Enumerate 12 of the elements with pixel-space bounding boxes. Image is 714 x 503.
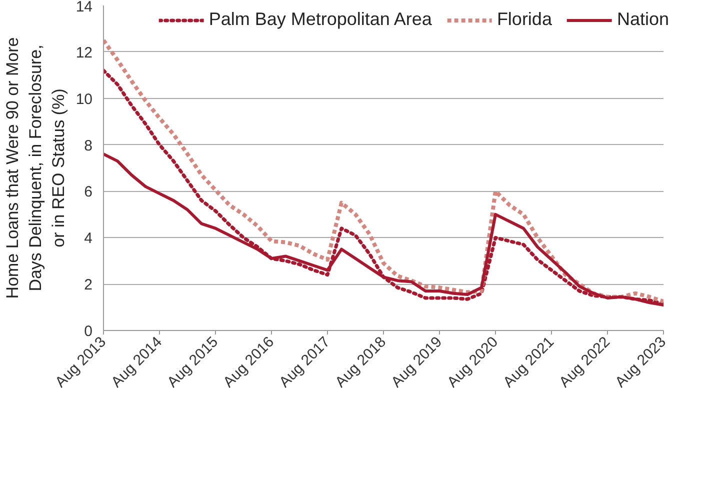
legend-label: Florida — [496, 9, 552, 30]
y-tick-label: 14 — [76, 0, 93, 16]
legend-label: Palm Bay Metropolitan Area — [208, 9, 432, 30]
legend-label: Nation — [616, 9, 669, 30]
y-tick-label: 4 — [84, 230, 92, 248]
y-axis-title: Home Loans that Were 90 or More Days Delinquent, in Foreclosure, or in REO Status (%) — [3, 37, 68, 299]
y-tick-label: 6 — [84, 184, 92, 201]
y-tick-label: 0 — [84, 323, 92, 340]
y-tick-label: 8 — [84, 137, 92, 154]
y-tick-label: 2 — [84, 276, 92, 294]
y-tick-label: 12 — [76, 44, 93, 62]
y-tick-label: 10 — [76, 90, 93, 108]
